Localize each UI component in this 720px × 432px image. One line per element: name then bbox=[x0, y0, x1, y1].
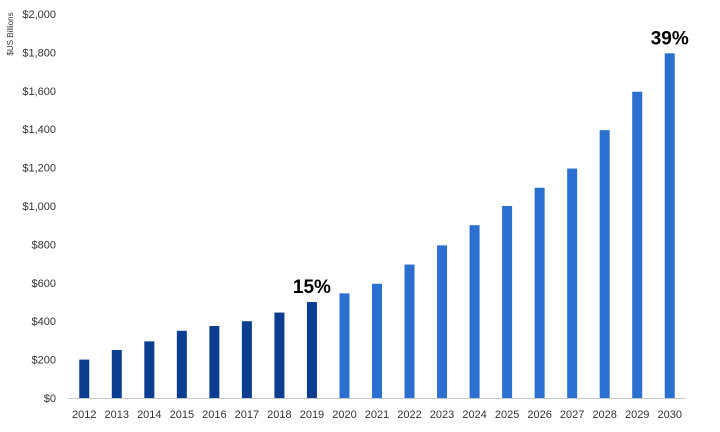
bar-2019 bbox=[306, 302, 317, 398]
bar-2021 bbox=[372, 283, 382, 398]
y-tick-label: $600 bbox=[32, 278, 56, 290]
bar-2024 bbox=[469, 225, 480, 398]
bar-2022 bbox=[404, 264, 415, 398]
bar-2012 bbox=[79, 359, 90, 398]
x-tick-label: 2027 bbox=[560, 409, 584, 421]
y-tick-label: $400 bbox=[32, 316, 56, 328]
bar-2016 bbox=[209, 326, 220, 398]
x-axis-ticks: 2012 2013 2014 2015 2016 2017 2018 2019 2020 2021… bbox=[72, 409, 682, 421]
bar-2025 bbox=[502, 206, 513, 398]
x-tick-label: 2030 bbox=[657, 409, 681, 421]
y-tick-label: $800 bbox=[32, 239, 56, 251]
bar-2018 bbox=[274, 312, 285, 398]
y-tick-label: $2,000 bbox=[22, 9, 56, 21]
x-tick-label: 2026 bbox=[527, 409, 551, 421]
y-axis-label: $US Billions bbox=[6, 12, 15, 55]
bar-2015 bbox=[176, 330, 187, 398]
y-tick-label: $1,000 bbox=[22, 201, 56, 213]
x-tick-label: 2014 bbox=[137, 409, 161, 421]
bar-2014 bbox=[144, 341, 155, 398]
x-tick-label: 2018 bbox=[267, 409, 291, 421]
bar-2020 bbox=[339, 293, 350, 398]
y-axis-ticks: $0 $200 $400 $600 $800 $1,000 $1,200 $1,400 $1,6… bbox=[22, 9, 56, 405]
x-tick-label: 2017 bbox=[235, 409, 259, 421]
x-tick-label: 2028 bbox=[592, 409, 616, 421]
annotation-2019: 15% bbox=[293, 277, 331, 298]
bars bbox=[79, 53, 675, 399]
y-tick-label: $200 bbox=[32, 355, 56, 367]
x-tick-label: 2019 bbox=[300, 409, 324, 421]
x-tick-label: 2020 bbox=[332, 409, 356, 421]
x-tick-label: 2024 bbox=[462, 409, 486, 421]
annotation-2030: 39% bbox=[651, 28, 689, 49]
bar-2027 bbox=[567, 168, 578, 398]
y-tick-label: $1,200 bbox=[22, 163, 56, 175]
x-tick-label: 2015 bbox=[170, 409, 194, 421]
bar-2026 bbox=[534, 187, 545, 398]
y-tick-label: $0 bbox=[44, 393, 56, 405]
y-tick-label: $1,400 bbox=[22, 124, 56, 136]
bar-2013 bbox=[111, 350, 122, 398]
x-tick-label: 2016 bbox=[202, 409, 226, 421]
bar-2028 bbox=[599, 130, 610, 398]
x-tick-label: 2029 bbox=[625, 409, 649, 421]
x-tick-label: 2022 bbox=[397, 409, 421, 421]
bar-2017 bbox=[241, 321, 252, 398]
x-tick-label: 2012 bbox=[72, 409, 96, 421]
bar-2023 bbox=[437, 245, 448, 398]
x-tick-label: 2023 bbox=[430, 409, 454, 421]
y-tick-label: $1,800 bbox=[22, 47, 56, 59]
x-tick-label: 2013 bbox=[105, 409, 129, 421]
x-tick-label: 2025 bbox=[495, 409, 519, 421]
x-tick-label: 2021 bbox=[365, 409, 389, 421]
y-tick-label: $1,600 bbox=[22, 86, 56, 98]
bar-2029 bbox=[632, 91, 643, 398]
bar-2030 bbox=[664, 53, 675, 399]
annotations: 15% 39% bbox=[293, 28, 689, 298]
